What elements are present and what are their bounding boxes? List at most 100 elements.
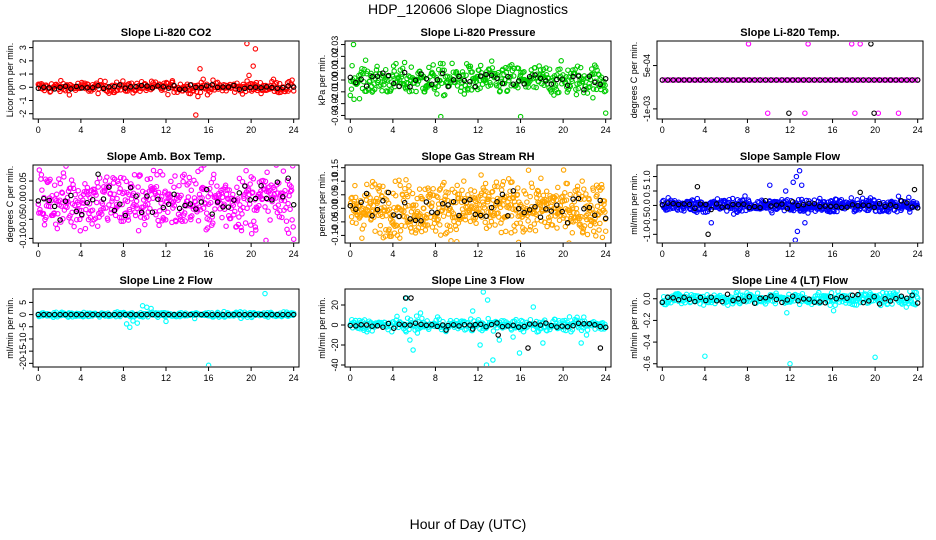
data-point [481, 204, 488, 211]
data-point [751, 203, 758, 210]
data-point [447, 227, 454, 233]
x-tick-label: 4 [702, 125, 707, 135]
points-layer [347, 290, 609, 366]
data-point [574, 63, 581, 69]
x-tick-label: 24 [289, 249, 299, 259]
data-point [477, 342, 483, 348]
data-point [56, 176, 62, 182]
data-point [543, 78, 549, 84]
data-point [243, 167, 249, 174]
data-point [68, 177, 75, 183]
data-point [553, 197, 560, 203]
data-point [513, 316, 519, 323]
data-point [109, 198, 115, 204]
data-point [694, 183, 701, 190]
data-point [467, 63, 474, 70]
data-point [768, 77, 774, 83]
data-point [494, 183, 500, 190]
data-point [382, 66, 389, 73]
data-point [429, 200, 435, 206]
data-point [285, 83, 291, 89]
data-point [541, 317, 548, 323]
data-point [450, 322, 457, 328]
data-point [442, 196, 448, 203]
data-point [489, 65, 496, 71]
data-point [445, 83, 451, 90]
data-point [806, 77, 812, 83]
data-point [442, 92, 448, 98]
data-point [236, 86, 243, 92]
data-point [68, 86, 74, 92]
data-point [898, 198, 905, 204]
data-point [538, 175, 544, 182]
data-point [570, 322, 576, 329]
data-point [353, 206, 359, 213]
data-point [477, 321, 484, 328]
data-point [150, 195, 156, 201]
data-point [477, 212, 484, 219]
data-point [133, 193, 139, 199]
data-point [480, 202, 487, 208]
data-point [349, 194, 355, 201]
x-tick-label: 16 [204, 249, 214, 259]
data-point [210, 175, 217, 182]
data-point [230, 202, 237, 209]
x-tick-label: 0 [36, 125, 41, 135]
data-point [894, 290, 900, 295]
data-point [860, 202, 867, 208]
data-point [800, 296, 807, 302]
data-point [909, 292, 915, 299]
data-point [505, 213, 511, 219]
data-point [689, 197, 696, 203]
data-point [377, 230, 383, 236]
y-tick-label: -0.6 [642, 356, 652, 372]
data-point [848, 42, 855, 47]
data-point [257, 79, 264, 86]
panel-title: Slope Line 3 Flow [432, 275, 525, 287]
data-point [381, 204, 387, 210]
data-point [173, 218, 179, 225]
data-point [262, 290, 268, 297]
data-point [171, 202, 178, 209]
data-point [165, 91, 171, 98]
data-point [550, 197, 557, 204]
data-point [570, 196, 576, 202]
data-point [586, 197, 592, 203]
data-point [231, 89, 238, 95]
data-point [749, 77, 756, 83]
data-point [498, 229, 505, 236]
data-point [441, 179, 447, 186]
data-point [111, 311, 118, 318]
data-point [494, 320, 500, 326]
data-point [358, 199, 364, 206]
data-point [700, 77, 707, 83]
data-point [79, 211, 85, 218]
data-point [757, 295, 763, 302]
data-point [289, 166, 296, 169]
data-point [593, 64, 599, 70]
data-point [89, 84, 96, 91]
data-point [374, 63, 380, 70]
data-point [214, 183, 220, 189]
data-point [248, 230, 255, 237]
data-point [165, 209, 171, 216]
data-point [263, 311, 270, 318]
data-point [367, 195, 373, 201]
data-point [773, 296, 780, 303]
data-point [378, 82, 384, 88]
data-point [401, 307, 408, 313]
data-point [439, 201, 446, 207]
data-point [510, 188, 517, 194]
data-point [779, 77, 785, 83]
data-point [224, 186, 230, 193]
data-point [203, 186, 210, 193]
data-point [179, 218, 185, 225]
data-point [829, 77, 836, 83]
data-point [73, 311, 80, 318]
data-point [99, 211, 105, 217]
data-point [510, 81, 517, 87]
data-point [369, 213, 375, 219]
y-tick-label: -15 [18, 345, 28, 358]
data-point [847, 77, 854, 83]
data-point [827, 293, 834, 300]
